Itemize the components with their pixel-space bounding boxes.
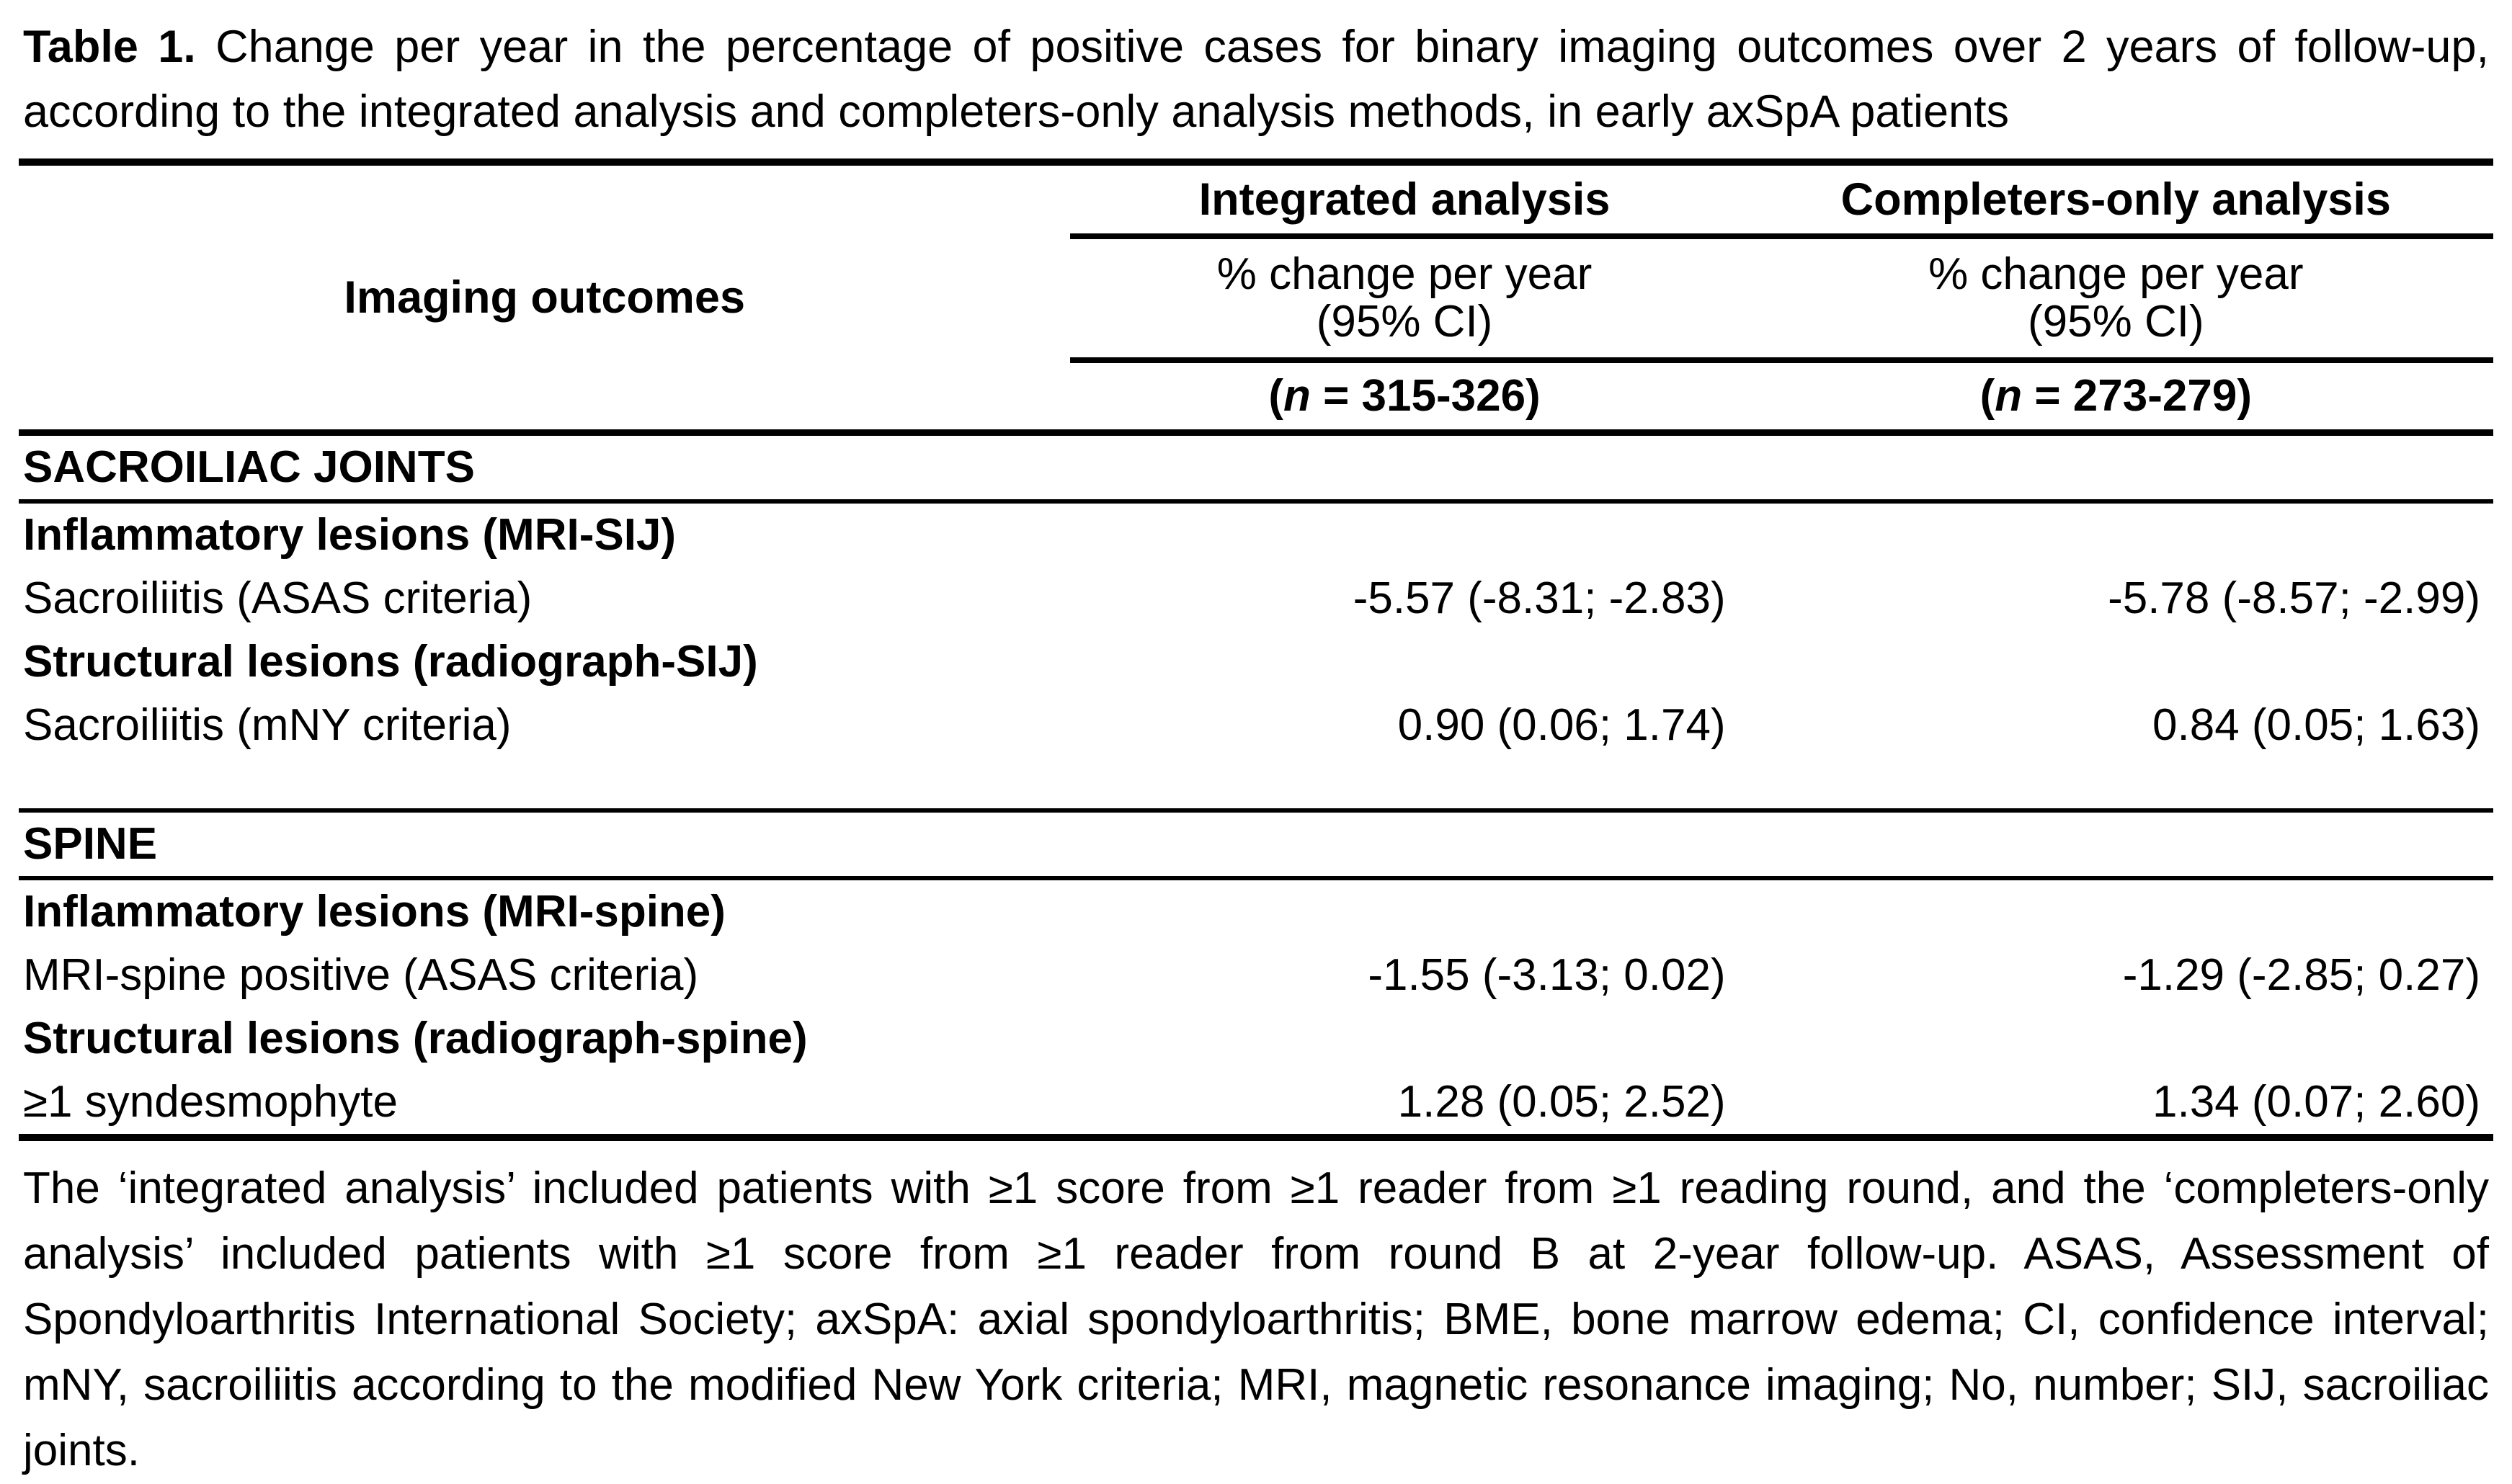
col-header-integrated: Integrated analysis [1198,174,1611,225]
row-label: Structural lesions (radiograph-SIJ) [23,637,758,687]
page-title: Table 1. Change per year in the percenta… [19,10,2493,158]
table-row: Inflammatory lesions (MRI-spine) [19,878,2493,944]
footnote: The ‘integrated analysis’ included patie… [23,1163,2489,1475]
value-cell-completers: 1.34 (0.07; 2.60) [2152,1077,2480,1127]
value-cell-completers: 0.84 (0.05; 1.63) [2152,700,2480,750]
value-cell-integrated: -5.57 (-8.31; -2.83) [1353,573,1726,623]
measure-header-integrated: % change per year (95% CI) [1070,233,1739,360]
row-label: Inflammatory lesions (MRI-spine) [23,887,726,937]
outcomes-table: Imaging outcomes Integrated analysis Com… [19,158,2493,1141]
row-label: MRI-spine positive (ASAS criteria) [23,950,699,1000]
measure-line1-completers: % change per year [1928,249,2304,299]
header-row-measure: % change per year (95% CI) % change per … [19,233,2493,360]
n-header-integrated: (n = 315-326) [1070,357,1739,436]
table-row: MRI-spine positive (ASAS criteria) -1.55… [19,944,2493,1007]
value-cell-integrated: 0.90 (0.06; 1.74) [1397,700,1726,750]
value-cell-integrated [1070,501,1738,567]
section-header-sacroiliac: SACROILIAC JOINTS [19,432,2493,504]
imaging-outcomes-header: Imaging outcomes [19,162,1071,436]
value-cell-completers [1739,501,2493,567]
header-row-n: (n = 315-326) (n = 273-279) [19,357,2493,436]
n-rest-completers: = 273-279) [2022,371,2252,421]
measure-line2-completers: (95% CI) [2028,297,2204,347]
header-row-analysis: Imaging outcomes Integrated analysis Com… [19,162,2493,436]
n-header-completers: (n = 273-279) [1738,357,2493,436]
row-label: Sacroiliitis (mNY criteria) [23,700,512,750]
table-row: Sacroiliitis (ASAS criteria) -5.57 (-8.3… [19,567,2493,630]
section-header-row-sacroiliac: SACROILIAC JOINTS [19,432,2493,504]
value-cell-completers: -5.78 (-8.57; -2.99) [2108,573,2480,623]
value-cell-completers [1739,878,2493,944]
table-row: Inflammatory lesions (MRI-SIJ) [19,501,2493,567]
value-cell-completers: -1.29 (-2.85; 0.27) [2122,950,2480,1000]
row-label: Inflammatory lesions (MRI-SIJ) [23,510,677,560]
row-label: Structural lesions (radiograph-spine) [23,1014,808,1063]
value-cell-integrated: 1.28 (0.05; 2.52) [1397,1077,1726,1127]
row-label: ≥1 syndesmophyte [23,1077,398,1127]
value-cell-integrated [1070,630,1738,694]
section-header-spine: SPINE [19,810,2493,880]
n-symbol-integrated: n [1283,371,1311,421]
row-label: Sacroiliitis (ASAS criteria) [23,573,533,623]
value-cell-integrated [1070,878,1738,944]
measure-line1-integrated: % change per year [1216,249,1593,299]
measure-line2-integrated: (95% CI) [1316,297,1493,347]
n-open-integrated: ( [1268,371,1283,421]
n-open-completers: ( [1979,371,1995,421]
table-row: Sacroiliitis (mNY criteria) 0.90 (0.06; … [19,694,2493,757]
measure-header-completers: % change per year (95% CI) [1738,233,2493,360]
n-symbol-completers: n [1995,371,2023,421]
table-row: Structural lesions (radiograph-spine) [19,1007,2493,1070]
value-cell-integrated [1070,1007,1738,1070]
col-header-completers: Completers-only analysis [1840,174,2391,225]
value-cell-completers [1739,1007,2493,1070]
section-header-row-spine: SPINE [19,810,2493,880]
table-row: ≥1 syndesmophyte 1.28 (0.05; 2.52) 1.34 … [19,1070,2493,1137]
spacer-row [19,757,2493,813]
table-number-label: Table 1. [23,22,196,72]
value-cell-completers [1739,630,2493,694]
table-caption-text: Change per year in the percentage of pos… [23,22,2489,137]
n-rest-integrated: = 315-326) [1310,371,1541,421]
table-row: Structural lesions (radiograph-SIJ) [19,630,2493,694]
value-cell-integrated: -1.55 (-3.13; 0.02) [1368,950,1726,1000]
